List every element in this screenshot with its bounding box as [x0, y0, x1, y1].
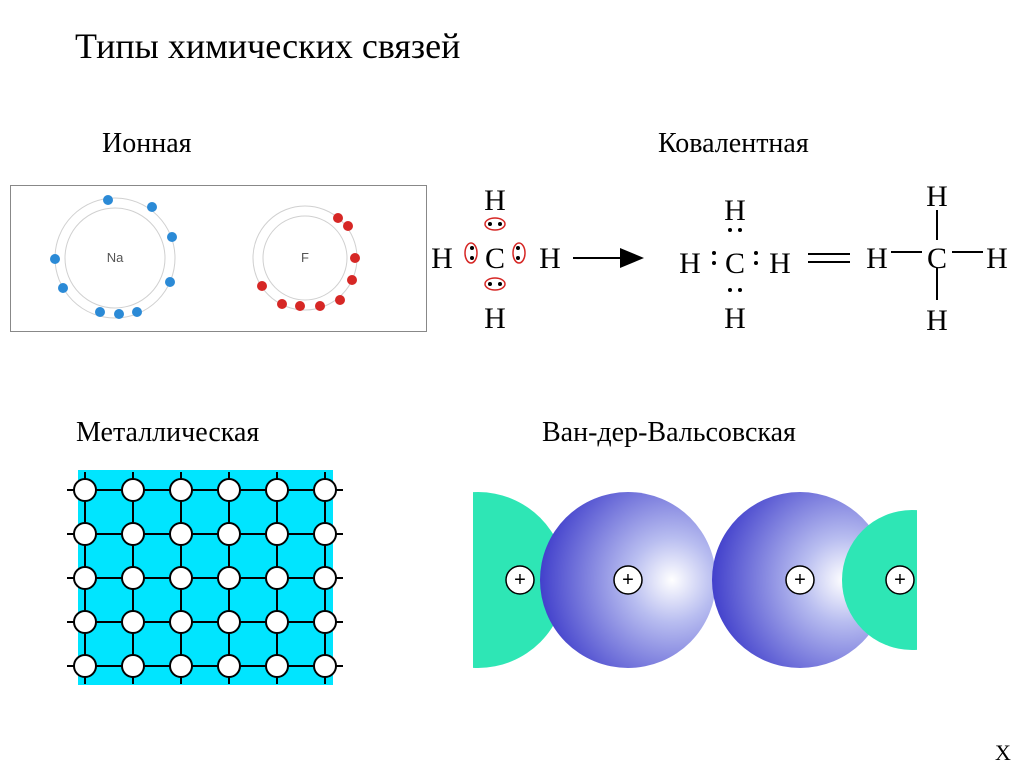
svg-text:H: H: [926, 180, 948, 213]
svg-text:H: H: [484, 184, 506, 217]
svg-text:+: +: [894, 569, 906, 591]
svg-text:H: H: [986, 242, 1008, 275]
svg-text:H: H: [724, 302, 746, 335]
svg-text:H: H: [431, 242, 453, 275]
svg-text:H: H: [679, 247, 701, 280]
svg-text:H: H: [866, 242, 888, 275]
footer-mark: X: [995, 740, 1011, 766]
svg-text:H: H: [724, 194, 746, 227]
svg-text:+: +: [794, 569, 806, 591]
svg-text:H: H: [769, 247, 791, 280]
svg-text:Na: Na: [107, 250, 124, 265]
diagram-canvas: NaFCHHHHCHHHHCHHHH++++: [0, 0, 1024, 768]
svg-text:H: H: [539, 242, 561, 275]
svg-text:+: +: [622, 569, 634, 591]
svg-text:C: C: [485, 242, 505, 275]
svg-text:H: H: [926, 304, 948, 337]
svg-text:C: C: [725, 247, 745, 280]
svg-text:H: H: [484, 302, 506, 335]
svg-text:F: F: [301, 250, 309, 265]
svg-text:+: +: [514, 569, 526, 591]
